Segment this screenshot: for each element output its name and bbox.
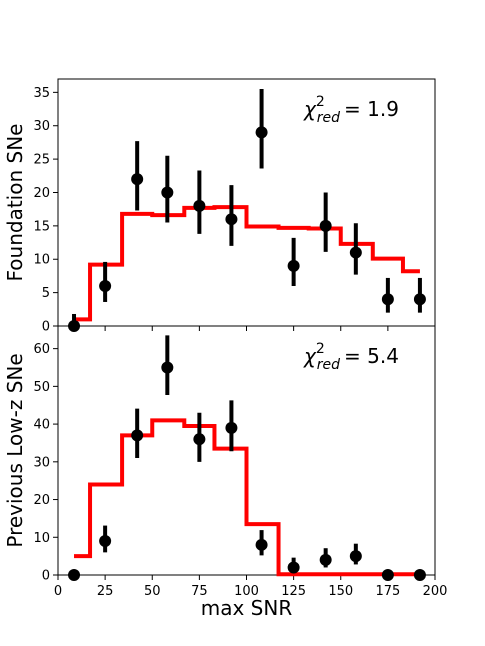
y-tick-label: 0 <box>42 569 50 584</box>
x-tick-label: 150 <box>328 584 353 599</box>
chi-subscript: red <box>317 110 340 126</box>
y-tick-label: 60 <box>33 342 50 357</box>
x-tick-label: 175 <box>375 584 400 599</box>
x-tick-label: 75 <box>191 584 208 599</box>
chi-value: = 1.9 <box>344 97 399 121</box>
x-tick-label: 0 <box>54 584 62 599</box>
data-point <box>225 213 238 226</box>
data-point <box>287 259 300 272</box>
y-tick-label: 10 <box>33 253 50 268</box>
data-point <box>161 186 174 199</box>
panel-1: 0 5 10 15 20 25 30 35 χ2 red = 1.9 Foundation SNe <box>3 78 436 335</box>
y-axis-label: Foundation SNe <box>3 124 27 282</box>
data-point <box>255 538 268 551</box>
data-point <box>161 361 174 374</box>
x-tick-label: 25 <box>97 584 114 599</box>
chi-value: = 5.4 <box>344 344 399 368</box>
data-point <box>381 293 394 306</box>
data-point <box>225 421 238 434</box>
x-axis-label: max SNR <box>201 596 293 620</box>
x-tick-label: 50 <box>144 584 161 599</box>
y-tick-label: 50 <box>33 380 50 395</box>
y-tick-label: 5 <box>42 286 50 301</box>
model-step-line <box>74 418 420 577</box>
data-point <box>413 569 426 581</box>
y-tick-label: 15 <box>33 219 50 234</box>
chi-subscript: red <box>317 357 340 373</box>
data-point <box>255 126 268 139</box>
data-point <box>319 553 332 566</box>
chi-squared-annotation: χ2 red = 1.9 <box>303 94 399 126</box>
y-tick-label: 30 <box>33 455 50 470</box>
data-point <box>349 246 362 259</box>
data-point <box>131 429 144 442</box>
y-tick-label: 40 <box>33 418 50 433</box>
data-point <box>68 569 81 581</box>
y-tick-label: 35 <box>33 86 50 101</box>
data-point <box>319 219 332 232</box>
chi-superscript: 2 <box>316 341 325 357</box>
data-point <box>193 433 206 446</box>
chi-superscript: 2 <box>316 94 325 110</box>
chi-squared-annotation: χ2 red = 5.4 <box>303 341 399 373</box>
y-tick-label: 20 <box>33 493 50 508</box>
data-point <box>381 569 394 581</box>
chi-symbol: χ <box>303 97 317 121</box>
data-point <box>349 550 362 563</box>
x-tick-label: 200 <box>423 584 448 599</box>
chi-symbol: χ <box>303 344 317 368</box>
model-step-line <box>74 205 420 322</box>
y-tick-label: 0 <box>42 320 50 335</box>
panel-2: 0 10 20 30 40 50 60 0 25 50 75 100 125 150 175 200 χ2 red… <box>3 325 448 620</box>
data-point <box>413 293 426 306</box>
data-point <box>193 199 206 212</box>
y-axis-label: Previous Low-z SNe <box>3 353 27 547</box>
y-tick-label: 20 <box>33 186 50 201</box>
data-point <box>131 173 144 186</box>
y-tick-label: 10 <box>33 531 50 546</box>
x-tick-label: 100 <box>234 584 259 599</box>
data-point <box>99 535 112 548</box>
data-point <box>99 279 112 292</box>
x-tick-label: 125 <box>281 584 306 599</box>
y-tick-label: 25 <box>33 153 50 168</box>
data-point <box>287 561 300 574</box>
y-tick-label: 30 <box>33 119 50 134</box>
